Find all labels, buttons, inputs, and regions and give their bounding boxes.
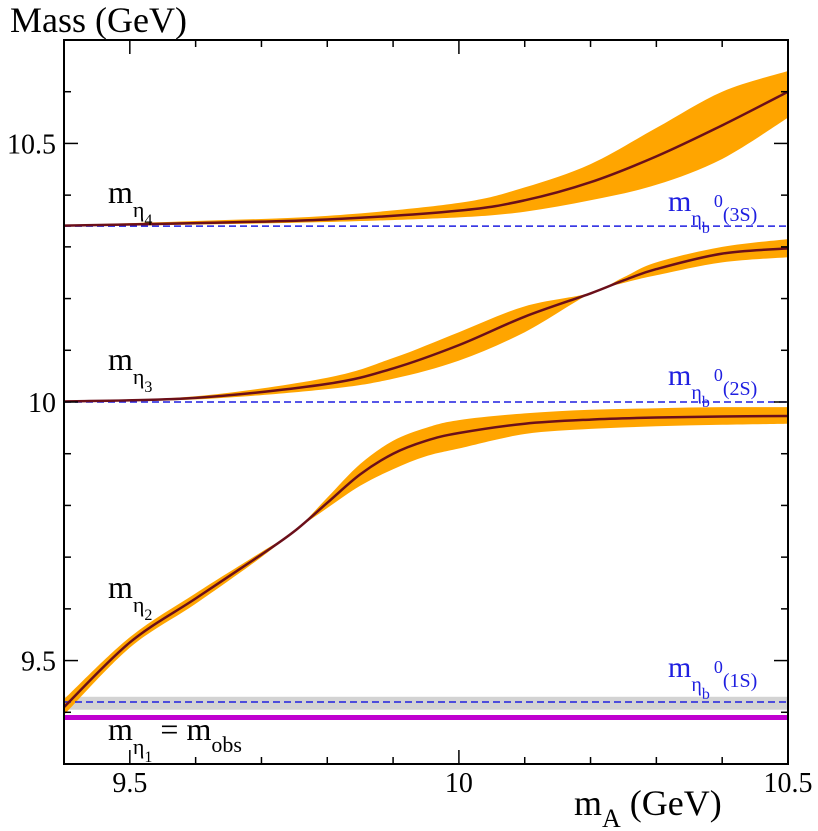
eta1-label-rel-sub: obs: [211, 732, 242, 757]
eta_b0_1S-label-sup: 0: [714, 657, 723, 677]
x-tick-label: 10.5: [764, 768, 813, 799]
eta1-label-subsub: 1: [144, 749, 152, 766]
data-layer: [63, 71, 789, 720]
m_eta3-label: mη3: [108, 341, 152, 396]
eta_b0_3S-label-sub: η: [691, 208, 701, 230]
eta1-label-main: m: [108, 711, 133, 747]
eta_b0_3S-label: mηb0(3S): [668, 185, 757, 237]
m_eta3-label-sub: η: [133, 364, 145, 389]
eta_b0_2S-label: mηb0(2S): [668, 359, 757, 411]
m_eta4-label-subsub: 4: [144, 212, 152, 229]
x-axis-title-unit: (GeV): [621, 783, 722, 823]
m_eta2-label-sub: η: [133, 592, 145, 617]
x-tick-label: 9.5: [112, 768, 147, 799]
m_eta2-label-subsub: 2: [144, 607, 152, 624]
m_eta3-curve: [63, 247, 789, 403]
eta_b0_3S-label-main: m: [668, 185, 691, 218]
eta1-label: mη1 = mobs: [108, 711, 242, 766]
eta_b0_1S-label: mηb0(1S): [668, 651, 757, 703]
eta_b0_3S-label-subsub: b: [702, 220, 710, 237]
eta_b0_2S-label-sub: η: [691, 382, 701, 404]
m_eta4-label-sub: η: [133, 197, 145, 222]
x-axis-title: mA (GeV): [574, 783, 722, 831]
eta1-label-sub: η: [133, 734, 145, 759]
m_eta2-label: mη2: [108, 569, 152, 624]
eta_b0_2S-label-subsub: b: [702, 394, 710, 411]
y-tick-label: 10.5: [7, 129, 56, 160]
m_eta4-band: [64, 71, 788, 227]
eta_b0_3S-label-tail: (3S): [723, 204, 757, 226]
eta1-label-rel: = m: [152, 711, 211, 747]
eta_b0_1S-label-main: m: [668, 651, 691, 684]
m_eta3-label-main: m: [108, 341, 133, 377]
x-axis-title-sub: A: [602, 804, 621, 831]
eta_b0_2S-label-tail: (2S): [723, 378, 757, 400]
y-tick-label: 10: [28, 388, 56, 419]
eta_b0_2S-label-sup: 0: [714, 365, 723, 385]
m_eta2-label-main: m: [108, 569, 133, 605]
y-axis-title: Mass (GeV): [10, 0, 187, 40]
m_eta4-label-main: m: [108, 174, 133, 210]
m_eta2-curve: [63, 414, 789, 709]
y-tick-label: 9.5: [21, 647, 56, 678]
eta_b0_2S-label-main: m: [668, 359, 691, 392]
m_eta4-curve: [63, 90, 789, 227]
m_eta4-label: mη4: [108, 174, 152, 229]
observed-mass-band: [64, 696, 788, 710]
x-tick-label: 10: [445, 768, 473, 799]
eta_b0_1S-label-subsub: b: [702, 686, 710, 703]
eta_b0_3S-label-sup: 0: [714, 191, 723, 211]
m_eta3-label-subsub: 3: [144, 379, 152, 396]
eta_b0_1S-label-sub: η: [691, 674, 701, 696]
eta_b0_1S-label-tail: (1S): [723, 670, 757, 692]
x-axis-title-main: m: [574, 783, 602, 823]
